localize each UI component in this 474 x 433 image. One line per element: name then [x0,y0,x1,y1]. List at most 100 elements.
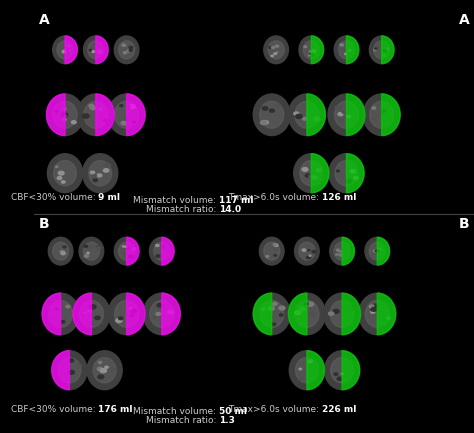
Ellipse shape [371,307,377,311]
Ellipse shape [369,36,394,64]
Ellipse shape [67,366,70,369]
Ellipse shape [118,242,135,260]
Ellipse shape [316,168,321,172]
Ellipse shape [90,104,93,107]
Text: Mismatch ratio:: Mismatch ratio: [146,205,219,214]
Ellipse shape [79,237,104,265]
Ellipse shape [302,249,306,251]
Ellipse shape [308,244,310,246]
Ellipse shape [266,255,269,257]
Text: 226 ml: 226 ml [322,405,356,414]
Ellipse shape [123,52,127,54]
Ellipse shape [157,304,162,307]
Ellipse shape [124,252,128,255]
Ellipse shape [95,316,100,320]
Ellipse shape [307,256,310,259]
Ellipse shape [264,242,280,260]
Ellipse shape [89,49,91,51]
Ellipse shape [156,255,160,257]
Ellipse shape [48,237,73,265]
Ellipse shape [88,41,104,59]
Ellipse shape [365,237,390,265]
Ellipse shape [100,368,107,373]
Polygon shape [342,351,360,390]
Polygon shape [162,293,180,335]
Ellipse shape [69,50,71,51]
Ellipse shape [55,110,58,112]
Polygon shape [342,237,355,265]
Ellipse shape [314,117,320,121]
Ellipse shape [105,366,108,368]
Ellipse shape [64,115,67,117]
Ellipse shape [154,242,170,260]
Ellipse shape [340,369,344,372]
Text: 117 ml: 117 ml [219,196,254,205]
Ellipse shape [91,171,95,174]
Ellipse shape [130,314,135,317]
Ellipse shape [58,358,81,383]
Ellipse shape [273,248,277,251]
Text: CBF<30% volume:: CBF<30% volume: [10,193,98,202]
Text: A: A [39,13,49,27]
Polygon shape [382,36,394,64]
Ellipse shape [93,174,96,177]
Ellipse shape [115,301,138,327]
Ellipse shape [373,118,376,120]
Ellipse shape [100,45,103,47]
Polygon shape [42,293,61,335]
Ellipse shape [49,317,53,320]
Ellipse shape [103,169,109,172]
Ellipse shape [312,50,316,52]
Ellipse shape [342,110,348,113]
Polygon shape [127,293,145,335]
Ellipse shape [72,121,76,124]
Ellipse shape [155,244,159,246]
Ellipse shape [119,105,123,107]
Ellipse shape [347,115,351,118]
Ellipse shape [98,375,104,379]
Ellipse shape [127,49,131,52]
Ellipse shape [80,301,103,327]
Polygon shape [377,237,390,265]
Ellipse shape [132,121,136,123]
Ellipse shape [295,301,319,327]
Ellipse shape [363,94,400,136]
Ellipse shape [98,50,102,53]
Polygon shape [307,351,325,390]
Ellipse shape [383,50,387,52]
Text: 14.0: 14.0 [219,205,241,214]
Ellipse shape [347,307,353,311]
Text: Mismatch volume:: Mismatch volume: [133,196,219,205]
Ellipse shape [108,94,145,136]
Ellipse shape [381,251,383,252]
Ellipse shape [371,305,374,307]
Ellipse shape [305,174,310,177]
Ellipse shape [338,113,343,116]
Ellipse shape [253,94,290,136]
Ellipse shape [310,54,313,56]
Ellipse shape [55,308,58,310]
Ellipse shape [47,154,82,193]
Ellipse shape [299,368,301,370]
Ellipse shape [156,313,161,315]
Ellipse shape [338,41,355,59]
Ellipse shape [259,237,284,265]
Ellipse shape [129,105,135,109]
Ellipse shape [62,113,68,117]
Ellipse shape [295,101,319,128]
Ellipse shape [77,94,114,136]
Ellipse shape [61,320,65,323]
Ellipse shape [279,306,285,310]
Polygon shape [342,293,361,335]
Ellipse shape [62,181,65,183]
Ellipse shape [372,107,375,109]
Ellipse shape [96,246,99,248]
Ellipse shape [264,36,288,64]
Text: B: B [39,216,49,230]
Ellipse shape [330,301,354,327]
Ellipse shape [300,378,303,380]
Ellipse shape [308,249,310,251]
Ellipse shape [288,94,325,136]
Polygon shape [382,94,400,136]
Ellipse shape [299,242,315,260]
